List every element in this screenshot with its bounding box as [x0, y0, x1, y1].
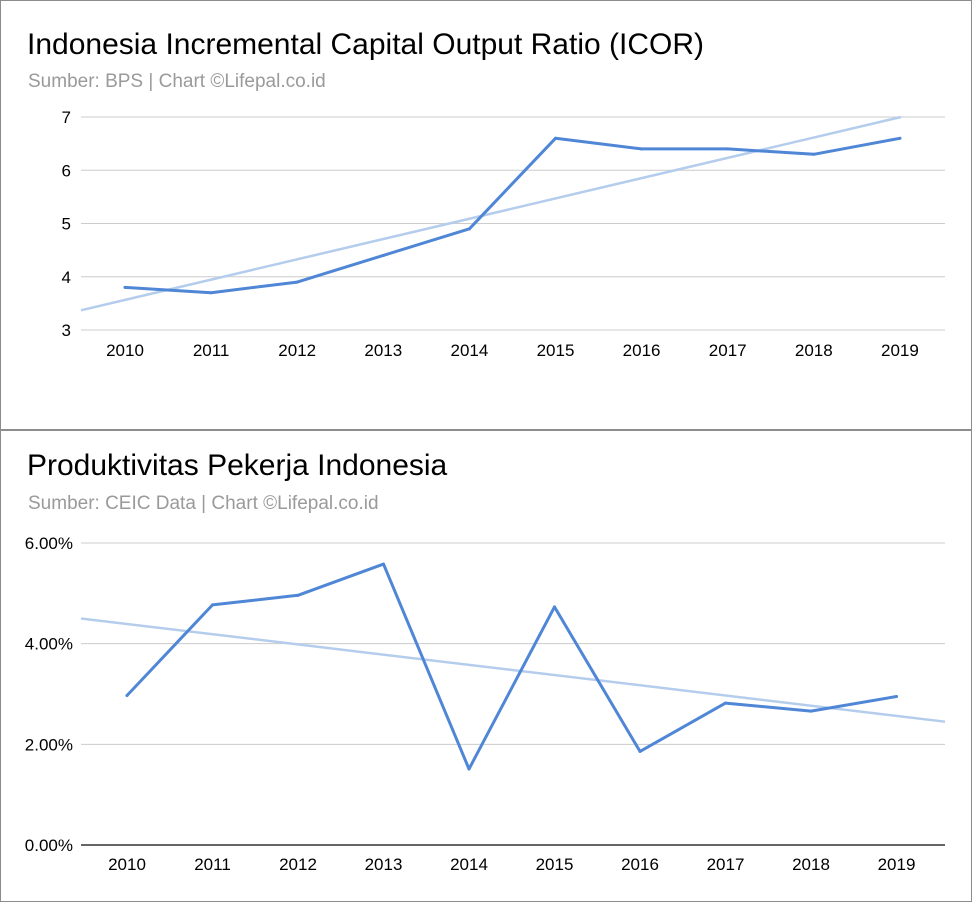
x-tick-label: 2010 — [108, 855, 146, 874]
y-tick-label: 5 — [62, 215, 71, 234]
x-tick-label: 2019 — [881, 341, 919, 360]
data-point — [125, 694, 129, 698]
data-point — [211, 603, 214, 607]
data-point — [467, 767, 471, 771]
x-tick-label: 2011 — [193, 341, 230, 360]
chart-title: Produktivitas Pekerja Indonesia — [27, 449, 448, 482]
data-point — [640, 147, 644, 151]
data-point — [123, 285, 127, 289]
chart-title: Indonesia Incremental Capital Output Rat… — [27, 28, 704, 61]
y-tick-label: 4.00% — [25, 635, 73, 654]
trendline — [80, 617, 946, 723]
data-point — [467, 227, 471, 231]
x-tick-label: 2019 — [878, 855, 916, 874]
chart-subtitle: Sumber: BPS | Chart ©Lifepal.co.id — [28, 71, 326, 92]
data-point — [726, 147, 730, 151]
y-tick-label: 7 — [62, 108, 71, 127]
x-tick-label: 2014 — [450, 855, 488, 874]
series-line — [125, 562, 898, 771]
y-tick-label: 4 — [62, 268, 71, 287]
x-tick-label: 2017 — [709, 341, 747, 360]
x-tick-label: 2016 — [623, 341, 661, 360]
x-tick-label: 2015 — [537, 341, 575, 360]
x-tick-label: 2018 — [792, 855, 830, 874]
data-point — [898, 136, 902, 140]
data-point — [296, 593, 300, 597]
icor-line-chart: 3 4 5 6 7 2010 2011 2012 2013 2014 2015 2016 2017 201… — [62, 108, 945, 360]
x-tick-label: 2012 — [278, 341, 316, 360]
y-tick-label: 3 — [62, 321, 71, 340]
y-tick-label: 6.00% — [25, 534, 73, 553]
data-point — [553, 605, 556, 609]
data-point — [295, 280, 299, 284]
x-tick-label: 2014 — [450, 341, 488, 360]
chart-subtitle: Sumber: CEIC Data | Chart ©Lifepal.co.id — [28, 493, 379, 514]
data-point — [382, 562, 385, 566]
trendline — [80, 115, 902, 312]
x-tick-label: 2013 — [365, 855, 403, 874]
x-tick-label: 2015 — [536, 855, 574, 874]
y-tick-label: 2.00% — [25, 735, 73, 754]
x-tick-label: 2010 — [106, 341, 144, 360]
data-point — [638, 749, 642, 753]
data-point — [809, 709, 813, 713]
series-line — [123, 136, 902, 295]
icor-chart-panel: Indonesia Incremental Capital Output Rat… — [1, 1, 971, 431]
data-point — [381, 253, 385, 257]
x-tick-label: 2013 — [364, 341, 402, 360]
data-point — [895, 695, 898, 699]
x-tick-label: 2018 — [795, 341, 833, 360]
x-tick-label: 2016 — [621, 855, 659, 874]
y-tick-label: 6 — [62, 161, 71, 180]
data-point — [209, 291, 213, 295]
productivity-line-chart: 0.00% 2.00% 4.00% 6.00% 2010 2011 2012 2013 2014… — [25, 534, 946, 874]
y-tick-label: 0.00% — [25, 836, 73, 855]
data-point — [812, 152, 816, 156]
data-point — [724, 701, 727, 705]
x-tick-label: 2011 — [194, 855, 231, 874]
x-tick-label: 2012 — [279, 855, 317, 874]
productivity-chart-panel: Produktivitas Pekerja Indonesia Sumber: … — [1, 431, 971, 901]
data-point — [554, 136, 557, 140]
x-tick-label: 2017 — [707, 855, 745, 874]
